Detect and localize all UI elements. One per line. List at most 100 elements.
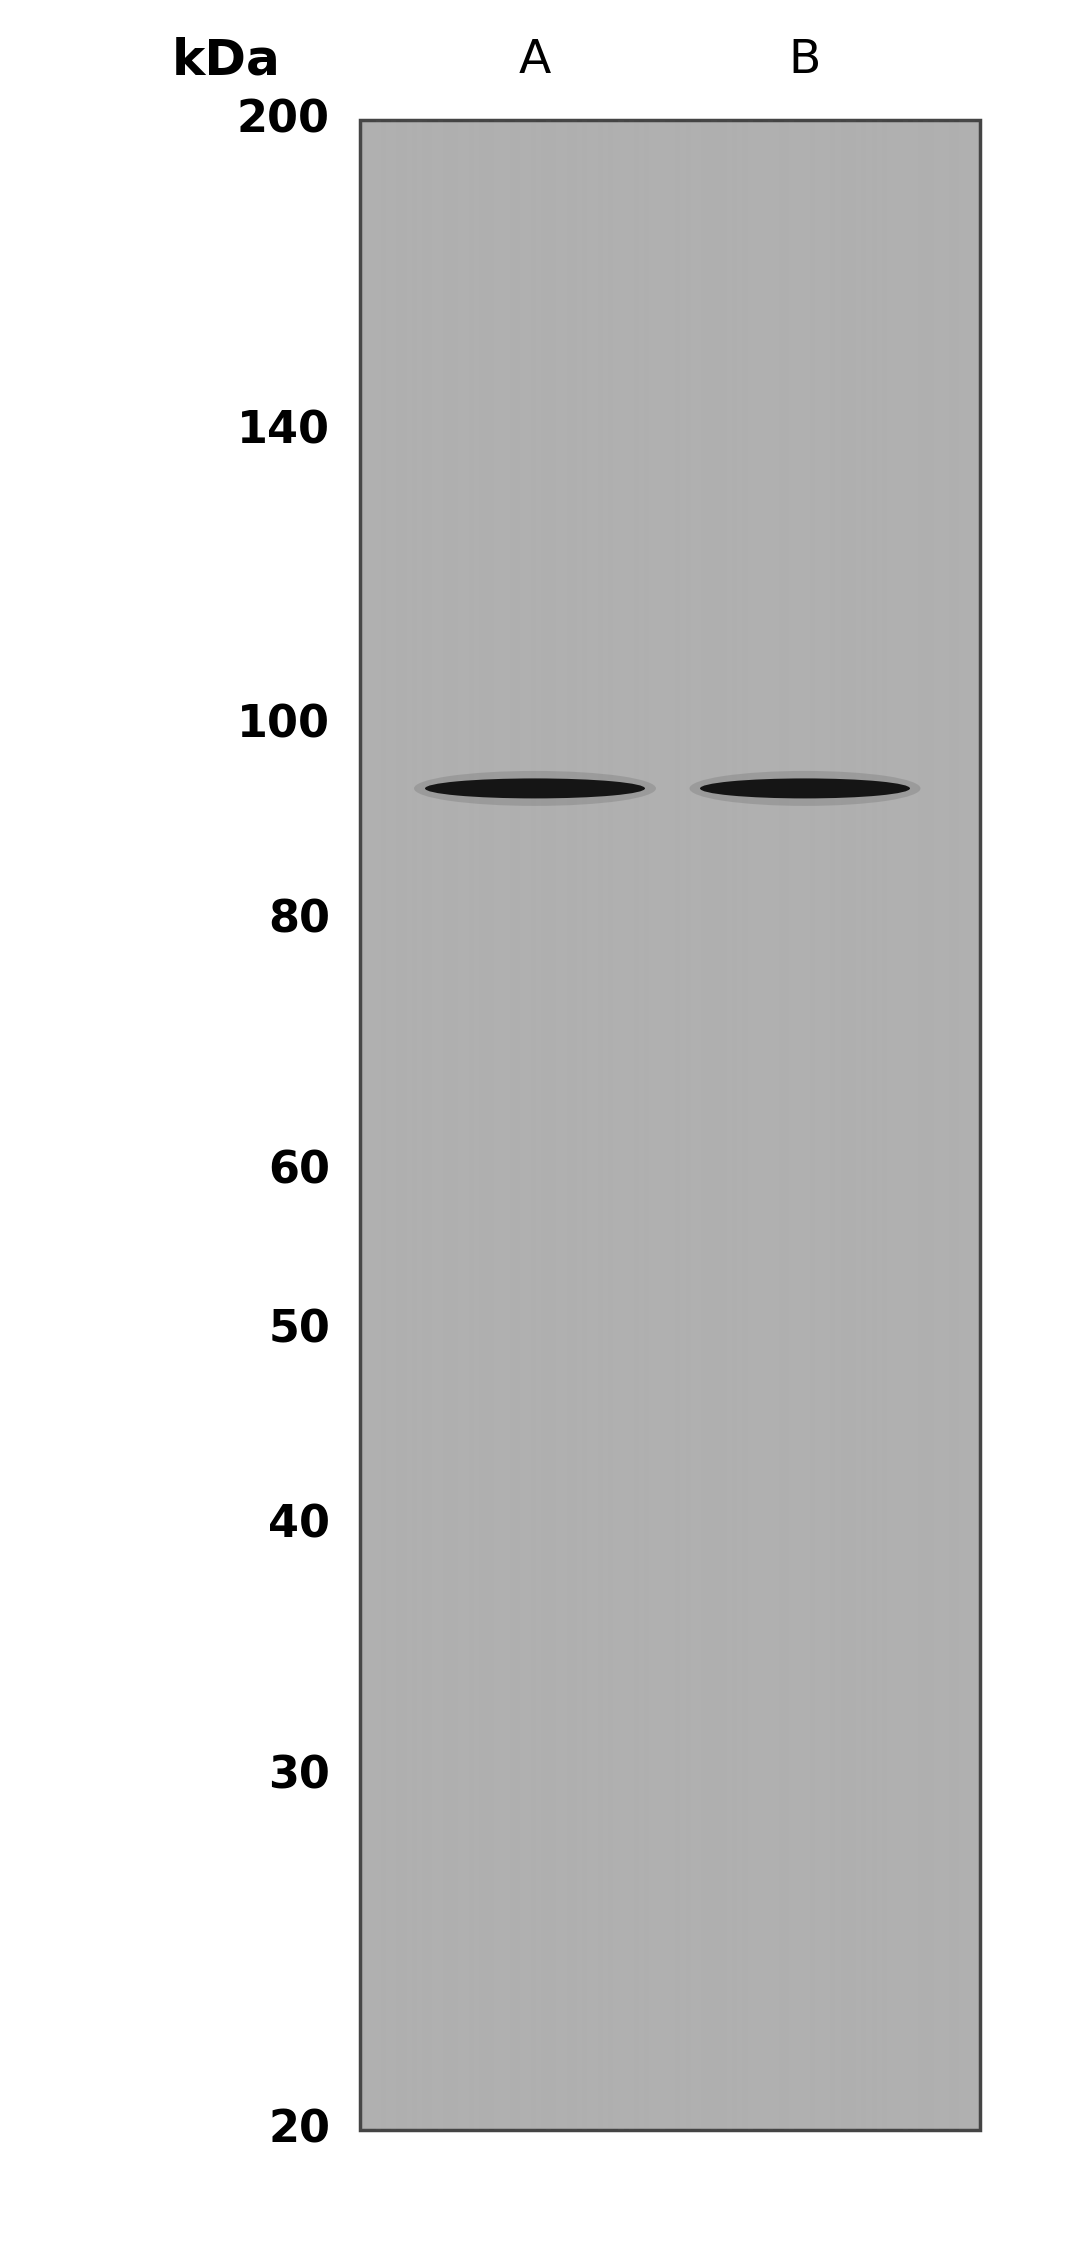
Bar — [484, 119, 489, 2131]
Bar — [639, 119, 644, 2131]
Bar — [784, 119, 788, 2131]
Bar — [866, 119, 872, 2131]
Bar — [660, 119, 665, 2131]
Bar — [913, 119, 918, 2131]
Bar — [732, 119, 738, 2131]
Bar — [463, 119, 469, 2131]
Text: 50: 50 — [268, 1310, 330, 1352]
Bar — [831, 119, 835, 2131]
Bar — [443, 119, 448, 2131]
Bar — [814, 119, 820, 2131]
Bar — [877, 119, 882, 2131]
Bar — [448, 119, 453, 2131]
Text: 30: 30 — [268, 1755, 330, 1798]
Bar — [970, 119, 975, 2131]
Bar — [629, 119, 634, 2131]
Bar — [825, 119, 831, 2131]
Bar — [882, 119, 887, 2131]
Bar — [840, 119, 846, 2131]
Bar — [510, 119, 515, 2131]
Bar — [478, 119, 484, 2131]
Text: 200: 200 — [237, 99, 330, 142]
Bar — [856, 119, 861, 2131]
Bar — [762, 119, 768, 2131]
Bar — [675, 119, 680, 2131]
Bar — [370, 119, 376, 2131]
Bar — [758, 119, 762, 2131]
Bar — [768, 119, 773, 2131]
Bar — [670, 119, 675, 2131]
Bar — [794, 119, 799, 2131]
Bar — [851, 119, 856, 2131]
Bar — [571, 119, 577, 2131]
Bar — [665, 119, 670, 2131]
Bar — [788, 119, 794, 2131]
Bar — [939, 119, 944, 2131]
Bar — [380, 119, 386, 2131]
Bar — [417, 119, 422, 2131]
Bar — [365, 119, 370, 2131]
Bar — [428, 119, 432, 2131]
Bar — [432, 119, 437, 2131]
Bar — [546, 119, 551, 2131]
Ellipse shape — [689, 772, 920, 806]
FancyBboxPatch shape — [360, 119, 980, 2131]
Bar — [680, 119, 686, 2131]
Bar — [588, 119, 593, 2131]
Bar — [716, 119, 721, 2131]
Bar — [686, 119, 691, 2131]
Bar — [727, 119, 732, 2131]
Bar — [835, 119, 840, 2131]
Bar — [437, 119, 443, 2131]
Bar — [402, 119, 406, 2131]
Bar — [892, 119, 897, 2131]
Bar — [654, 119, 660, 2131]
Bar — [903, 119, 907, 2131]
Bar — [593, 119, 597, 2131]
Text: 60: 60 — [268, 1150, 330, 1192]
Bar — [742, 119, 747, 2131]
Text: 100: 100 — [237, 704, 330, 747]
Text: B: B — [788, 38, 821, 83]
Ellipse shape — [700, 778, 910, 799]
Bar — [603, 119, 608, 2131]
Bar — [820, 119, 825, 2131]
Bar — [453, 119, 458, 2131]
Text: 140: 140 — [237, 410, 330, 452]
Bar — [887, 119, 892, 2131]
Ellipse shape — [414, 772, 656, 806]
Bar — [805, 119, 810, 2131]
Bar — [861, 119, 866, 2131]
Bar — [964, 119, 970, 2131]
Bar — [738, 119, 742, 2131]
Bar — [422, 119, 428, 2131]
Bar — [515, 119, 521, 2131]
Bar — [396, 119, 402, 2131]
Bar — [597, 119, 603, 2131]
Bar — [649, 119, 654, 2131]
Bar — [779, 119, 784, 2131]
Bar — [474, 119, 478, 2131]
Bar — [691, 119, 696, 2131]
Bar — [495, 119, 499, 2131]
Bar — [536, 119, 541, 2131]
Ellipse shape — [426, 778, 645, 799]
Bar — [391, 119, 396, 2131]
Bar — [949, 119, 954, 2131]
Bar — [360, 119, 365, 2131]
Bar — [799, 119, 805, 2131]
Bar — [747, 119, 753, 2131]
Bar — [376, 119, 380, 2131]
Bar — [386, 119, 391, 2131]
Bar — [929, 119, 933, 2131]
Bar — [469, 119, 474, 2131]
Bar — [613, 119, 619, 2131]
Bar — [975, 119, 980, 2131]
Bar — [712, 119, 716, 2131]
Bar — [954, 119, 959, 2131]
Bar — [872, 119, 877, 2131]
Bar — [721, 119, 727, 2131]
Bar — [923, 119, 929, 2131]
Text: A: A — [518, 38, 551, 83]
Text: kDa: kDa — [172, 36, 280, 83]
